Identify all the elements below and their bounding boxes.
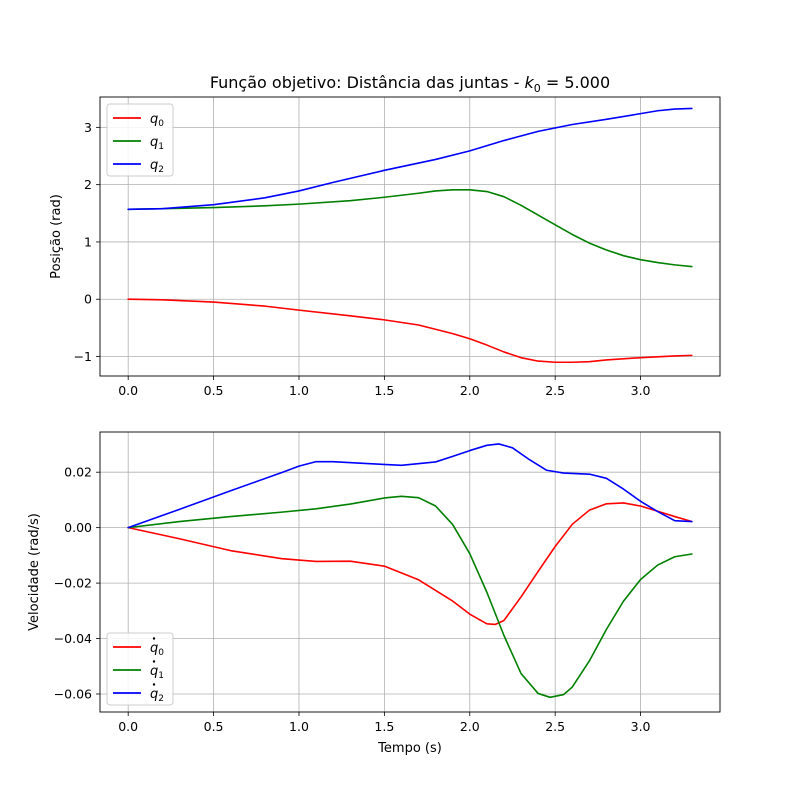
axes-frame: [99, 431, 721, 713]
legend-dot-accent: [152, 660, 156, 663]
x-tick-label: 0.5: [204, 383, 224, 398]
legend-label: q2: [150, 158, 164, 175]
series-line-q0-dot: [127, 502, 693, 626]
legend-label: q1: [150, 664, 164, 681]
y-tick-label: 0.00: [64, 520, 92, 535]
x-tick-label: 2.5: [545, 719, 565, 734]
legend-label-subscript: 1: [158, 671, 164, 681]
y-tick-label: 1: [84, 234, 92, 249]
legend-label: q2: [150, 687, 164, 704]
y-tick-label: 3: [84, 120, 92, 135]
legend-label-subscript: 2: [158, 694, 164, 704]
title-k-subscript: 0: [534, 82, 541, 95]
y-tick-label: 0.02: [64, 465, 92, 480]
title-k-value: = 5.000: [541, 73, 610, 92]
x-tick-label: 1.5: [374, 719, 394, 734]
x-tick-label: 3.0: [631, 383, 651, 398]
legend-label-base: q: [150, 641, 158, 656]
axes-frame: [99, 96, 721, 377]
legend-label: q0: [150, 641, 164, 658]
legend-label-base: q: [150, 135, 158, 150]
legend-label-subscript: 1: [158, 142, 164, 152]
x-tick-label: 1.0: [289, 383, 309, 398]
x-tick-label: 0.0: [118, 383, 138, 398]
x-tick-label: 3.0: [631, 719, 651, 734]
y-tick-label: −1: [74, 349, 92, 364]
y-axis-label: Posição (rad): [49, 194, 64, 279]
x-tick-label: 1.0: [289, 719, 309, 734]
series-group: [127, 443, 693, 699]
x-tick-label: 2.0: [460, 719, 480, 734]
y-tick-label: −0.04: [54, 631, 92, 646]
legend-box: [106, 632, 174, 706]
position-chart: 0.0 0.5 1.0 1.5 2.0 2.5 3.0 −1 0 1 2 3 Posição (rad)…: [49, 96, 721, 398]
legend-dot-accent: [152, 637, 156, 640]
y-axis-label: Velocidade (rad/s): [27, 513, 42, 631]
legend-dot-accent: [152, 683, 156, 686]
legend-label-base: q: [150, 687, 158, 702]
legend-box: [106, 103, 174, 177]
y-tick-label: −0.02: [54, 576, 92, 591]
y-tick-label: −0.06: [54, 686, 92, 701]
x-tick-label: 0.0: [118, 719, 138, 734]
series-line-q1: [127, 189, 693, 268]
x-tick-label: 2.5: [545, 383, 565, 398]
velocity-chart: 0.0 0.5 1.0 1.5 2.0 2.5 3.0 −0.06 −0.04 −0.02 0.00…: [27, 431, 721, 756]
series-line-q1-dot: [127, 495, 693, 699]
legend-label-base: q: [150, 112, 158, 127]
series-group: [127, 107, 693, 364]
x-axis-label: Tempo (s): [377, 741, 442, 756]
y-tick-label: 2: [84, 177, 92, 192]
series-line-q2: [127, 107, 693, 211]
legend-label: q1: [150, 135, 164, 152]
legend-label-subscript: 2: [158, 165, 164, 175]
title-k-symbol: k: [525, 73, 535, 92]
x-tick-label: 1.5: [374, 383, 394, 398]
legend-label-base: q: [150, 158, 158, 173]
legend-label-subscript: 0: [158, 648, 164, 658]
title-text: Função objetivo: Distância das juntas -: [210, 73, 525, 92]
legend-label-base: q: [150, 664, 158, 679]
y-tick-label: 0: [84, 292, 92, 307]
figure-title: Função objetivo: Distância das juntas - …: [210, 73, 610, 95]
x-tick-label: 2.0: [460, 383, 480, 398]
legend-label: q0: [150, 112, 164, 129]
x-tick-label: 0.5: [204, 719, 224, 734]
series-line-q2-dot: [127, 443, 693, 529]
series-line-q0: [127, 298, 693, 364]
legend-label-subscript: 0: [158, 119, 164, 129]
